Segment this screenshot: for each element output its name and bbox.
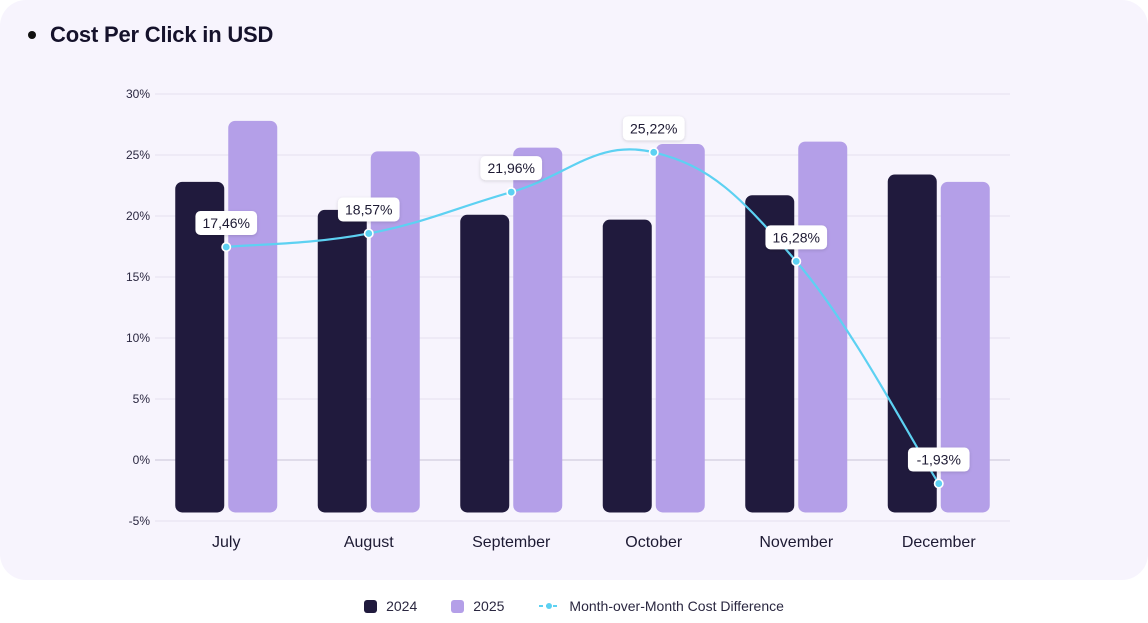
bar-2024-november bbox=[745, 195, 795, 513]
bar-2024-october bbox=[602, 219, 652, 513]
legend-swatch-2025 bbox=[451, 599, 465, 613]
line-point bbox=[363, 228, 374, 239]
x-tick-label: December bbox=[902, 534, 976, 551]
bar-2024-august bbox=[317, 209, 367, 513]
data-label-box bbox=[765, 225, 828, 250]
y-tick-label: 10% bbox=[126, 331, 150, 345]
chart-title-row: Cost Per Click in USD bbox=[28, 22, 273, 48]
y-tick-label: 0% bbox=[133, 453, 151, 467]
bullet-dot-icon bbox=[28, 31, 36, 39]
data-label: 25,22% bbox=[630, 120, 677, 136]
data-label-box bbox=[907, 447, 970, 472]
y-tick-label: 30% bbox=[126, 87, 150, 101]
line-point bbox=[648, 147, 659, 158]
bar-2025-november bbox=[798, 141, 848, 513]
legend-swatch-2024 bbox=[364, 599, 378, 613]
chart-legend: 2024 2025 Month-over-Month Cost Differen… bbox=[0, 598, 1148, 614]
y-tick-label: 25% bbox=[126, 148, 150, 162]
y-tick-label: 5% bbox=[133, 392, 151, 406]
line-point bbox=[933, 478, 944, 489]
line-point bbox=[506, 187, 517, 198]
legend-item-line[interactable]: Month-over-Month Cost Difference bbox=[538, 598, 784, 614]
line-point bbox=[791, 256, 802, 267]
chart-title: Cost Per Click in USD bbox=[50, 22, 274, 47]
legend-label-2024: 2024 bbox=[386, 598, 418, 614]
bar-2024-september bbox=[460, 214, 510, 513]
legend-label-2025: 2025 bbox=[473, 598, 505, 614]
data-label-box bbox=[480, 156, 543, 181]
y-tick-label: 20% bbox=[126, 209, 150, 223]
bar-2025-september bbox=[513, 147, 563, 513]
data-label: 17,46% bbox=[203, 215, 250, 231]
bar-2025-december bbox=[940, 181, 990, 513]
data-label: -1,93% bbox=[917, 452, 961, 468]
data-label: 21,96% bbox=[488, 160, 535, 176]
data-label: 18,57% bbox=[345, 201, 392, 217]
x-tick-label: August bbox=[344, 534, 394, 551]
data-label-box bbox=[195, 210, 258, 235]
legend-item-2024[interactable]: 2024 bbox=[364, 598, 417, 614]
x-tick-label: October bbox=[625, 534, 683, 551]
bar-2025-october bbox=[655, 144, 705, 513]
x-tick-label: September bbox=[472, 534, 551, 551]
x-tick-label: November bbox=[759, 534, 833, 551]
data-label-box bbox=[622, 116, 685, 141]
data-label: 16,28% bbox=[773, 229, 820, 245]
y-tick-label: 15% bbox=[126, 270, 150, 284]
legend-line-icon bbox=[539, 603, 560, 609]
bar-2024-december bbox=[887, 174, 937, 513]
bar-2025-august bbox=[370, 151, 420, 513]
bar-2024-july bbox=[175, 181, 225, 513]
line-point bbox=[221, 241, 232, 252]
x-tick-label: July bbox=[212, 534, 240, 551]
data-label-box bbox=[337, 197, 400, 222]
chart-plot: 30% 25% 20% 15% 10% 5% 0% -5% July August Septembe… bbox=[126, 87, 1010, 551]
y-tick-label: -5% bbox=[129, 514, 151, 528]
legend-label-line: Month-over-Month Cost Difference bbox=[569, 598, 784, 614]
bar-2025-july bbox=[228, 120, 278, 513]
legend-item-2025[interactable]: 2025 bbox=[451, 598, 504, 614]
